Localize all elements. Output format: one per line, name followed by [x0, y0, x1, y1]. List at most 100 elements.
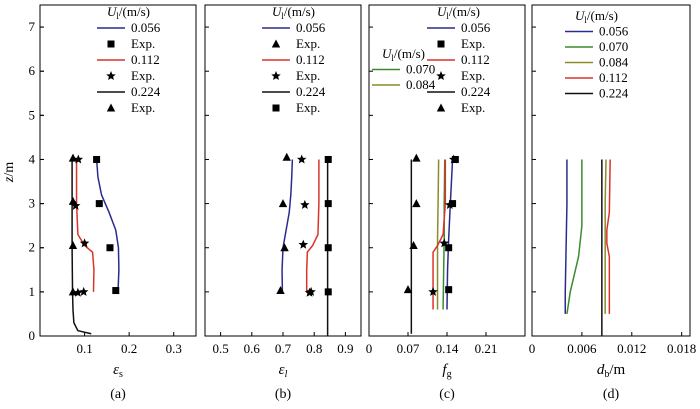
panel-c-exp-point — [428, 286, 438, 296]
panel-a-legend-label: 0.056 — [131, 20, 161, 35]
panel-d-xtick-label: 0.012 — [617, 341, 646, 356]
panel-d-legend-label: 0.084 — [599, 55, 629, 70]
panel-a-xlabel-main: ε — [113, 362, 119, 378]
panel-c-legend2-label: 0.070 — [406, 62, 435, 77]
panel-b-exp-point — [276, 286, 285, 295]
panel-b-xtick-label: 0.9 — [337, 341, 353, 356]
panel-c-series-line — [446, 159, 454, 310]
panel-b-xtick-label: 0.7 — [275, 341, 292, 356]
panel-d-xtick-label: 0.018 — [667, 341, 696, 356]
panel-b-exp-point — [278, 199, 288, 208]
panel-a-exp-point — [70, 200, 81, 210]
panel-d-xlabel-main: d — [597, 362, 605, 378]
panel-c-xlabel: fg — [442, 362, 451, 380]
y-axis-title: z/m — [2, 162, 17, 183]
panel-c-legend-label: Exp. — [461, 68, 485, 83]
panel-d-xtick-label: 0.006 — [567, 341, 597, 356]
panel-a-exp-point — [78, 286, 89, 296]
panel-c-legend-title-unit: /(m/s) — [449, 4, 480, 19]
panel-a-legend-title-sub: l — [116, 11, 119, 21]
panel-c-exp-point — [445, 286, 453, 294]
panel-a-series-line — [71, 159, 92, 335]
panel-c-exp-point — [448, 154, 459, 164]
panel-d-caption: (d) — [603, 387, 620, 402]
panel-d-series-line — [606, 159, 611, 314]
panel-c-exp-point — [403, 285, 413, 294]
panel-d-legend-label: 0.070 — [599, 39, 628, 54]
y-axis-label: z/m — [2, 162, 17, 183]
panel-d-series-line — [604, 159, 607, 314]
panel-d-series-line — [564, 159, 568, 314]
y-tick-label: 4 — [29, 151, 36, 166]
panel-a-frame — [39, 4, 197, 337]
panel-b-exp-point — [298, 239, 309, 249]
panel-c-xlabel-main: f — [442, 362, 448, 378]
y-tick-label: 2 — [29, 240, 36, 255]
panel-a-exp-point — [95, 200, 103, 208]
panel-d-legend-entry: 0.112 — [565, 70, 628, 85]
panel-b-series-line — [281, 159, 294, 292]
panel-c-xtick-label: 0.21 — [475, 341, 498, 356]
panel-d-legend-title-sub: l — [584, 15, 587, 25]
panel-d-legend-entry: 0.070 — [565, 39, 628, 54]
panel-d-xtick-label: 0 — [529, 341, 536, 356]
panel-a: 0.1 0.2 0.3εs(a)Ul/(m/s)0.056Exp.0.112Exp.… — [39, 4, 197, 402]
panel-b-legend-title-sub: l — [281, 11, 284, 21]
panel-c-legend-swatch-marker — [436, 103, 446, 112]
panel-c-legend-label: 0.056 — [461, 20, 491, 35]
panel-a-exp-point — [68, 287, 78, 296]
panel-b-exp-point — [304, 287, 315, 297]
panel-b-xlabel-main: ε — [279, 362, 285, 378]
y-tick-label: 6 — [29, 63, 36, 78]
panel-b-xlabel: εl — [279, 362, 288, 380]
panel-c-legend2-title-main: U — [382, 46, 393, 61]
panel-a-xlabel: εs — [113, 362, 123, 380]
panel-b-xtick-label: 0.8 — [306, 341, 322, 356]
panel-d-xlabel-sub: b — [604, 369, 609, 380]
panel-b-legend-label: Exp. — [296, 36, 320, 51]
panel-a-legend-entry: 0.112 — [97, 52, 160, 67]
panel-b-legend-title-main: U — [272, 4, 283, 19]
panel-b-exp-point — [280, 243, 289, 252]
panel-a-series-line — [75, 159, 95, 292]
panel-d-legend-title: Ul/(m/s) — [575, 8, 618, 25]
y-tick-label: 3 — [29, 196, 36, 211]
y-axis-label-main: z — [2, 176, 17, 183]
panel-a-legend-entry: 0.056 — [97, 20, 161, 35]
panel-c-series-line — [436, 159, 440, 310]
panel-c-legend-title-sub: l — [446, 11, 449, 21]
panel-c-legend-entry: 0.056 — [427, 20, 491, 35]
panel-b-legend-entry: Exp. — [272, 100, 320, 115]
panel-d-legend-label: 0.112 — [599, 70, 628, 85]
panel-d-legend-title-unit: /(m/s) — [587, 8, 618, 23]
panel-b-series-line — [305, 159, 320, 292]
panel-d-legend-label: 0.056 — [599, 24, 629, 39]
panel-c-legend-label: Exp. — [461, 100, 485, 115]
panel-c-legend-entry: Exp. — [436, 68, 485, 83]
panel-c-caption: (c) — [439, 387, 455, 402]
panel-b-legend-swatch-marker — [272, 104, 280, 112]
panel-a-legend-title: Ul/(m/s) — [107, 4, 150, 21]
panel-b-exp-point — [296, 154, 307, 164]
panel-a-legend-label: 0.112 — [131, 52, 160, 67]
panel-d-legend-entry: 0.084 — [565, 55, 629, 70]
panel-c-xtick-label: 0.07 — [397, 341, 420, 356]
y-tick-label: 0 — [29, 328, 36, 343]
panel-a-legend-label: Exp. — [131, 100, 155, 115]
panel-c-legend-entry: Exp. — [437, 36, 485, 51]
panel-c-legend-entry: 0.224 — [427, 84, 491, 99]
panel-a-legend-label: Exp. — [131, 36, 155, 51]
panel-c-xlabel-sub: g — [447, 369, 452, 380]
panel-a-legend-entry: Exp. — [107, 36, 155, 51]
panel-a-caption: (a) — [110, 387, 126, 402]
panel-b-legend-entry: Exp. — [271, 68, 320, 83]
panel-b-legend-label: Exp. — [296, 68, 320, 83]
panel-a-exp-point — [68, 196, 78, 205]
panel-c-legend-title: Ul/(m/s) — [437, 4, 480, 21]
panel-b-legend-label: Exp. — [296, 100, 320, 115]
panel-c-exp-point — [412, 199, 421, 208]
panel-a-legend-swatch-marker — [107, 40, 115, 48]
panel-d: 0 0.006 0.012 0.018 db/m (d) Ul/(m/s)0.0560.07… — [529, 4, 696, 402]
panel-d-legend-entry: 0.224 — [565, 86, 629, 101]
